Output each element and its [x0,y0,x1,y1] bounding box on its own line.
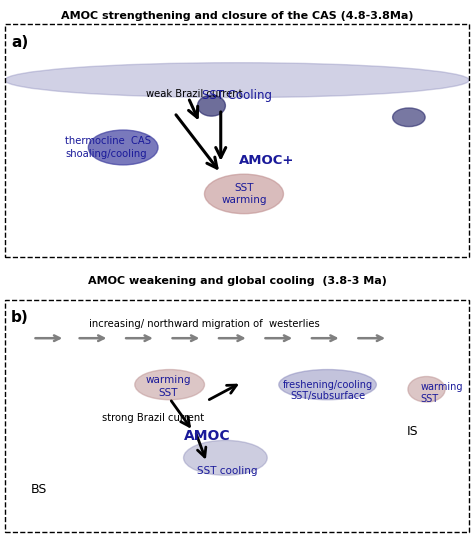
Text: thermocline  CAS: thermocline CAS [65,136,151,145]
Text: SST: SST [158,388,178,398]
Text: freshening/cooling: freshening/cooling [283,380,373,390]
Text: a): a) [11,35,28,50]
Text: SST: SST [420,395,438,404]
Text: weak Brazil current: weak Brazil current [146,89,243,99]
Text: SST Cooling: SST Cooling [202,89,272,102]
Text: b): b) [11,310,29,325]
Text: warming: warming [221,195,267,205]
Text: SST cooling: SST cooling [198,466,258,476]
Text: shoaling/cooling: shoaling/cooling [65,149,147,159]
Ellipse shape [135,370,204,399]
Ellipse shape [183,440,267,475]
Text: increasing/ northward migration of  westerlies: increasing/ northward migration of weste… [89,319,320,329]
Ellipse shape [204,174,283,214]
Text: IS: IS [407,425,418,437]
Ellipse shape [279,370,376,399]
Text: SST/subsurface: SST/subsurface [290,391,365,401]
Text: SST: SST [234,183,254,193]
Ellipse shape [88,130,158,165]
Text: AMOC+: AMOC+ [239,154,295,167]
Text: AMOC weakening and global cooling  (3.8-3 Ma): AMOC weakening and global cooling (3.8-3… [88,276,386,285]
Ellipse shape [5,63,469,98]
Text: warming: warming [420,382,463,392]
Ellipse shape [408,376,445,402]
Ellipse shape [198,95,225,116]
Ellipse shape [392,108,425,127]
Text: warming: warming [146,375,191,385]
Text: AMOC strengthening and closure of the CAS (4.8-3.8Ma): AMOC strengthening and closure of the CA… [61,11,413,21]
Text: AMOC: AMOC [183,429,230,443]
Text: strong Brazil current: strong Brazil current [102,413,204,423]
Text: BS: BS [30,483,46,496]
